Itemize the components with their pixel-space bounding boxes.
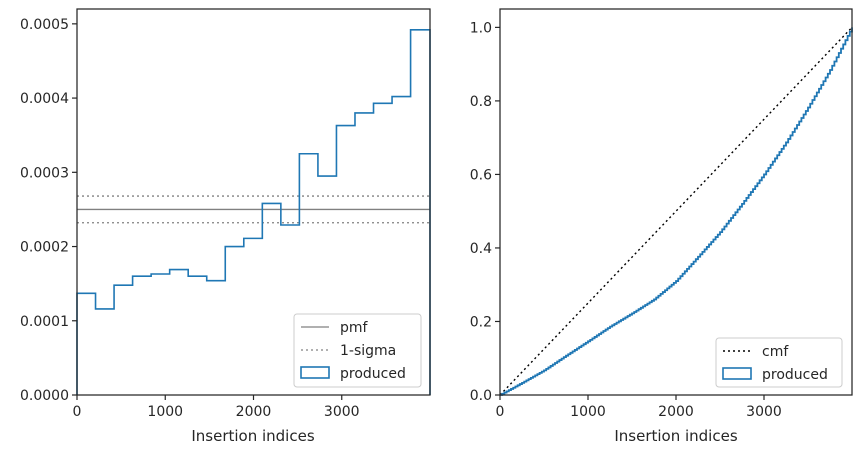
right-x-tick-label: 1000 <box>570 404 606 420</box>
left-y-tick-label: 0.0004 <box>20 91 69 107</box>
left-y-tick-label: 0.0002 <box>20 240 69 256</box>
right-x-tick-label: 0 <box>496 404 505 420</box>
left-x-axis-label: Insertion indices <box>191 427 314 445</box>
left-chart-panel: 0.0000 0.0001 0.0002 0.0003 0.0004 0.0005 0 100… <box>20 8 431 445</box>
legend-label: pmf <box>340 320 369 336</box>
legend-label: 1-sigma <box>340 343 396 359</box>
legend-label: cmf <box>762 344 789 360</box>
left-legend-box <box>293 313 422 388</box>
legend-produced-swatch <box>300 366 330 379</box>
left-x-tick-label: 2000 <box>236 404 272 420</box>
left-x-tick-label: 0 <box>73 404 82 420</box>
legend-label: produced <box>762 367 828 383</box>
right-x-tick-label: 2000 <box>658 404 694 420</box>
left-x-tick-label: 3000 <box>324 404 360 420</box>
right-y-tick-label: 0.8 <box>470 94 492 110</box>
right-x-tick-label: 3000 <box>746 404 782 420</box>
right-y-tick-label: 1.0 <box>470 20 492 36</box>
produced-step-histogram <box>76 28 431 395</box>
right-plot-frame <box>499 8 853 396</box>
left-y-tick-label: 0.0000 <box>20 388 69 404</box>
left-y-tick-label: 0.0005 <box>20 17 69 33</box>
right-x-axis-label: Insertion indices <box>614 427 737 445</box>
right-legend-box <box>715 337 843 388</box>
right-y-tick-label: 0.6 <box>470 167 492 183</box>
right-legend: cmf produced <box>715 337 843 388</box>
left-x-tick-label: 1000 <box>147 404 183 420</box>
right-y-tick-label: 0.4 <box>470 241 492 257</box>
produced-cumulative-curve <box>500 27 853 396</box>
left-y-tick-label: 0.0001 <box>20 314 69 330</box>
left-y-tick-label: 0.0003 <box>20 165 69 181</box>
right-y-tick-label: 0.0 <box>470 388 492 404</box>
right-chart-panel: 0.0 0.2 0.4 0.6 0.8 1.0 0 1000 2000 3000 Insertio… <box>470 8 853 445</box>
left-legend: pmf 1-sigma produced <box>293 313 422 388</box>
right-y-tick-label: 0.2 <box>470 314 492 330</box>
legend-produced-swatch <box>722 367 752 380</box>
legend-label: produced <box>340 366 406 382</box>
